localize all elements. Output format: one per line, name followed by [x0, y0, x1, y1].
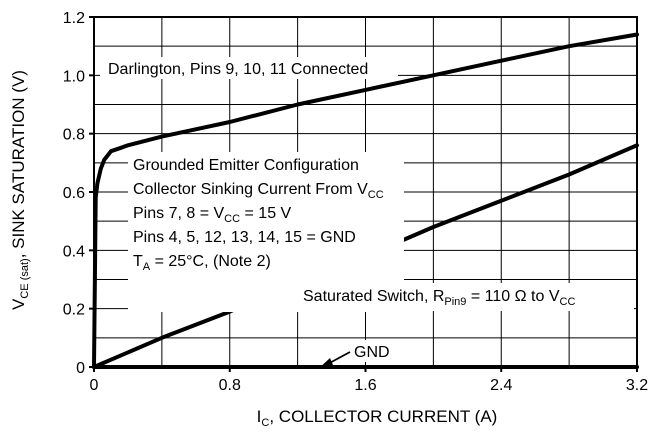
x-tick-label: 3.2	[626, 377, 648, 394]
y-tick-labels: 0 0.2 0.4 0.6 0.8 1.0 1.2	[63, 10, 85, 377]
switch-label: Saturated Switch, RPin9 = 110 Ω to VCC	[303, 288, 575, 308]
gnd-label-bg	[348, 340, 402, 362]
darlington-label: Darlington, Pins 9, 10, 11 Connected	[108, 61, 368, 78]
x-tick-label: 0.8	[219, 377, 241, 394]
gnd-label: GND	[354, 344, 390, 361]
y-tick-label: 0.2	[63, 302, 85, 319]
gnd-arrow-head	[318, 358, 333, 369]
x-tick-label: 0	[90, 377, 99, 394]
x-tick-labels: 0 0.8 1.6 2.4 3.2	[90, 377, 649, 394]
config-line-2: Collector Sinking Current From VCC	[133, 181, 384, 201]
darlington-label-bg	[100, 57, 398, 79]
y-tick-label: 1.0	[63, 68, 85, 85]
y-tick-label: 0.6	[63, 185, 85, 202]
y-tick-label: 0	[76, 360, 85, 377]
x-tick-label: 1.6	[354, 377, 376, 394]
y-tick-label: 0.4	[63, 243, 85, 260]
y-axis-title: VCE (sat), SINK SATURATION (V)	[9, 70, 31, 310]
switch-label-bg	[300, 283, 634, 311]
config-line-3: Pins 7, 8 = VCC = 15 V	[133, 205, 292, 225]
config-line-1: Grounded Emitter Configuration	[133, 157, 359, 174]
y-tick-label: 0.8	[63, 127, 85, 144]
config-line-5: TA = 25°C, (Note 2)	[133, 253, 271, 273]
series-line-1	[92, 32, 639, 369]
y-tick-label: 1.2	[63, 10, 85, 27]
x-axis-title: IC, COLLECTOR CURRENT (A)	[257, 407, 498, 429]
config-line-4: Pins 4, 5, 12, 13, 14, 15 = GND	[133, 229, 356, 246]
x-tick-label: 2.4	[490, 377, 512, 394]
